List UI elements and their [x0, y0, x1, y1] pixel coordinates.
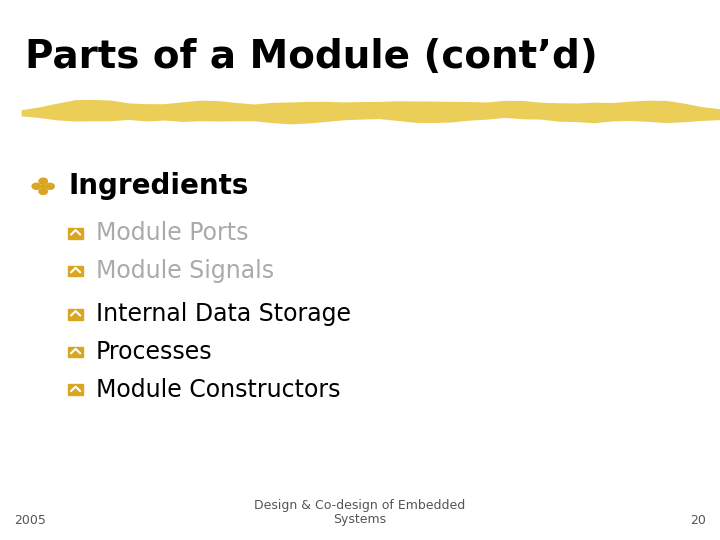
- Text: Internal Data Storage: Internal Data Storage: [96, 302, 351, 326]
- Text: Processes: Processes: [96, 340, 212, 364]
- Text: Parts of a Module (cont’d): Parts of a Module (cont’d): [25, 38, 598, 76]
- FancyBboxPatch shape: [68, 228, 83, 239]
- Text: Ingredients: Ingredients: [68, 172, 249, 200]
- Text: 2005: 2005: [14, 514, 46, 526]
- FancyBboxPatch shape: [68, 384, 83, 395]
- Polygon shape: [22, 100, 720, 124]
- Text: 20: 20: [690, 514, 706, 526]
- Text: Design & Co-design of Embedded
Systems: Design & Co-design of Embedded Systems: [254, 498, 466, 526]
- FancyBboxPatch shape: [68, 309, 83, 320]
- Ellipse shape: [38, 178, 48, 185]
- Ellipse shape: [38, 188, 48, 195]
- Circle shape: [40, 184, 46, 189]
- FancyBboxPatch shape: [68, 266, 83, 276]
- Ellipse shape: [45, 183, 55, 190]
- FancyBboxPatch shape: [68, 347, 83, 357]
- Text: Module Signals: Module Signals: [96, 259, 274, 283]
- Text: Module Ports: Module Ports: [96, 221, 248, 245]
- Text: Module Constructors: Module Constructors: [96, 378, 341, 402]
- Ellipse shape: [32, 183, 41, 190]
